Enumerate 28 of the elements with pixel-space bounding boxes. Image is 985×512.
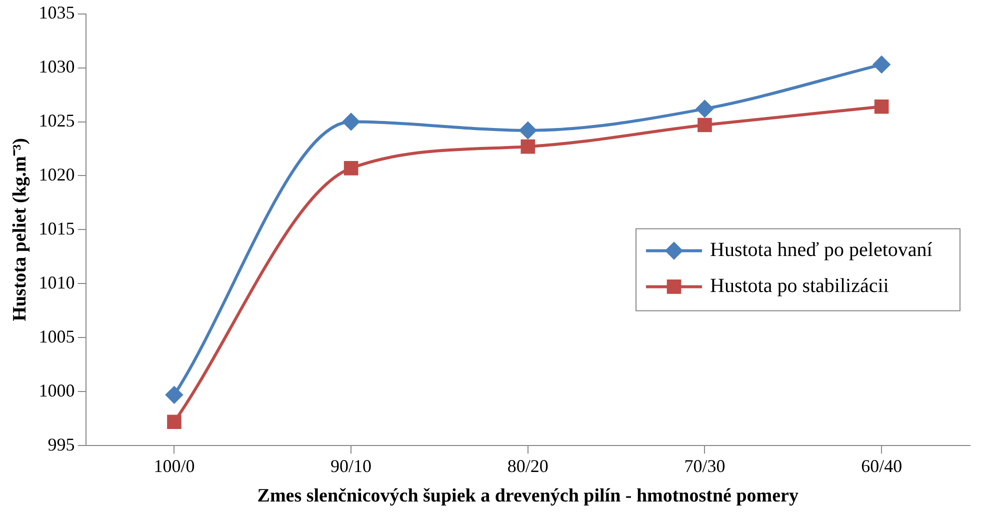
x-tick-label: 80/20 — [507, 456, 548, 476]
point — [520, 139, 536, 154]
y-tick-label: 1005 — [38, 326, 75, 346]
point — [698, 118, 712, 132]
y-tick-label: 1035 — [38, 2, 75, 23]
x-tick-label: 70/30 — [684, 456, 726, 476]
point — [167, 414, 182, 430]
y-axis-title: Hustota peliet (kg.m⁻³) — [9, 138, 30, 322]
point — [519, 122, 536, 139]
point — [873, 56, 890, 74]
y-tick-label: 1010 — [38, 272, 75, 292]
y-tick-label: 1025 — [38, 110, 75, 130]
y-tick-label: 1015 — [38, 218, 75, 238]
x-tick-label: 60/40 — [861, 456, 902, 476]
point — [166, 386, 183, 404]
y-tick-label: 1020 — [38, 164, 75, 184]
legend-label: Hustota po stabilizácii — [710, 274, 890, 297]
x-tick-label: 90/10 — [330, 456, 372, 476]
point — [342, 113, 360, 130]
x-tick-label: 100/0 — [154, 456, 195, 476]
y-tick-label: 1030 — [38, 56, 75, 77]
point — [874, 99, 889, 114]
point — [344, 161, 358, 176]
legend-label: Hustota hneď po peletovaní — [710, 238, 933, 261]
y-tick-label: 995 — [48, 434, 75, 454]
y-tick-label: 1000 — [38, 380, 75, 400]
x-axis-title: Zmes slenčnicových šupiek a drevených pilín - hmotnostné pomery — [257, 486, 799, 507]
point — [696, 100, 714, 118]
